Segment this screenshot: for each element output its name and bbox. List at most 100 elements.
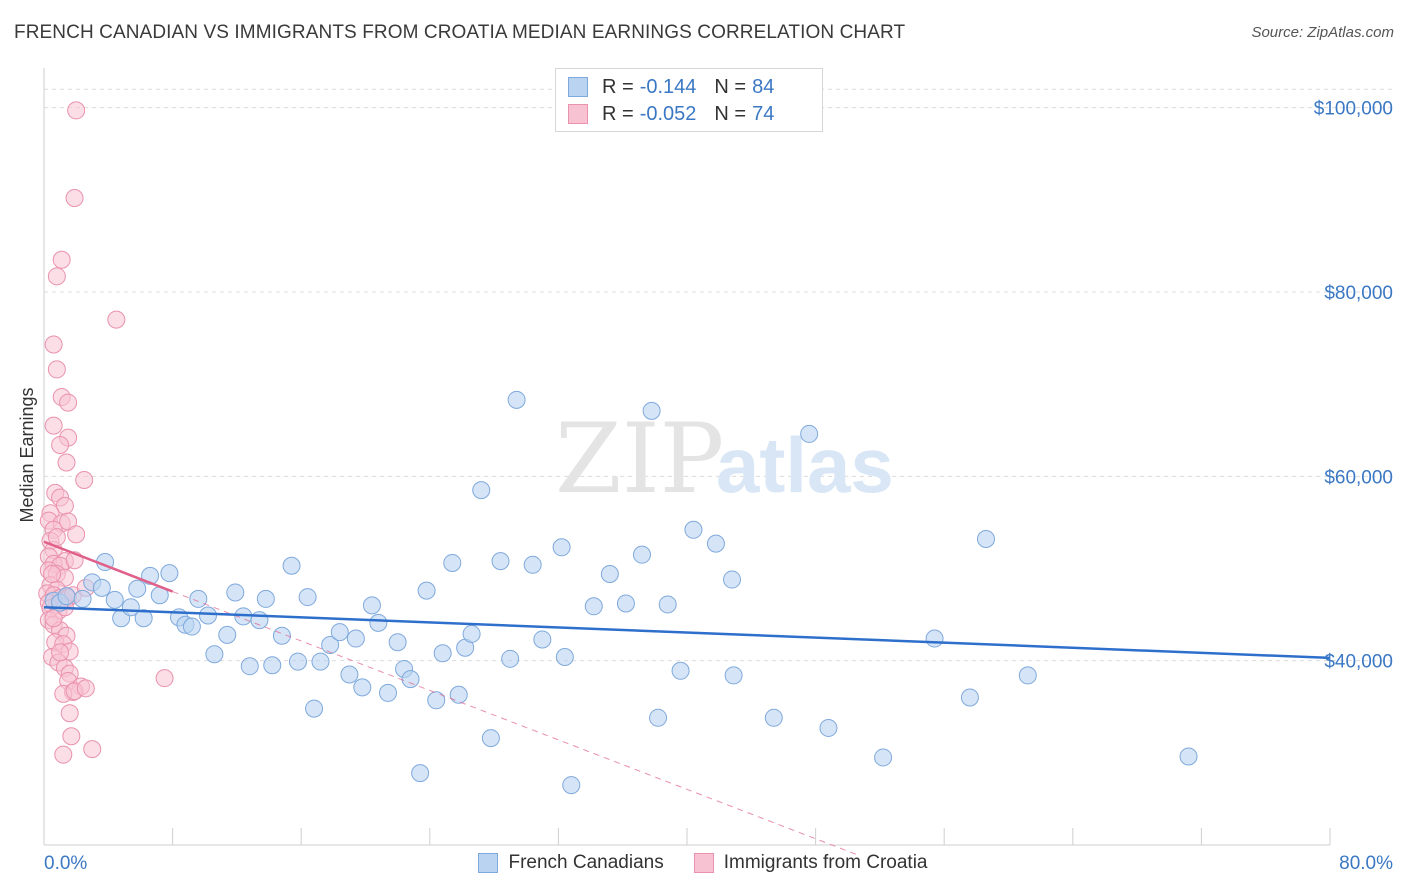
data-point-french-canadian (288, 652, 307, 671)
data-point-french-canadian (976, 530, 995, 548)
data-point-croatia (59, 512, 78, 531)
y-tick-label: $80,000 (1324, 283, 1393, 304)
data-point-french-canadian (616, 594, 635, 613)
data-point-croatia (47, 360, 66, 379)
data-point-french-canadian (263, 656, 282, 675)
data-point-french-canadian (555, 647, 574, 666)
data-point-croatia (67, 525, 86, 544)
source-credit: Source: ZipAtlas.com (1251, 24, 1394, 41)
data-point-french-canadian (1018, 666, 1037, 685)
data-point-french-canadian (658, 595, 677, 614)
data-point-french-canadian (632, 545, 651, 564)
data-point-french-canadian (819, 718, 838, 737)
data-point-french-canadian (960, 688, 979, 707)
data-point-french-canadian (346, 629, 365, 648)
data-point-croatia (62, 727, 81, 746)
data-point-french-canadian (925, 629, 944, 648)
y-tick-labels: $40,000 $60,000 $80,000 $100,000 (1314, 99, 1393, 673)
data-point-french-canadian (552, 538, 571, 557)
data-point-french-canadian (1179, 747, 1198, 766)
legend-r-label: R = (602, 75, 634, 98)
x-tick-label: 0.0% (44, 853, 87, 874)
data-point-french-canadian (57, 587, 76, 606)
data-point-french-canadian (649, 708, 668, 727)
data-point-french-canadian (340, 665, 359, 684)
legend-swatch-blue (478, 853, 499, 873)
immigrants-croatia-points (38, 101, 174, 764)
data-point-french-canadian (321, 635, 340, 654)
data-point-french-canadian (800, 424, 819, 443)
y-tick-label: $60,000 (1324, 467, 1393, 488)
legend-r-value: -0.052 (639, 102, 697, 125)
legend-n-value: 74 (752, 102, 775, 125)
grid-lines (44, 88, 1392, 662)
data-point-croatia (65, 188, 84, 207)
legend-r-value: -0.144 (639, 75, 697, 98)
data-point-french-canadian (533, 630, 552, 649)
data-point-french-canadian (417, 581, 436, 600)
data-point-french-canadian (723, 570, 742, 589)
data-point-french-canadian (433, 644, 452, 663)
data-point-french-canadian (128, 579, 147, 598)
legend-r-label: R = (602, 102, 634, 125)
data-point-croatia (43, 565, 62, 584)
data-point-french-canadian (105, 590, 124, 609)
data-point-french-canadian (205, 645, 224, 664)
y-axis-label: Median Earnings (17, 387, 37, 522)
trend-line-croatia-extended (172, 591, 856, 855)
data-point-french-canadian (298, 588, 317, 607)
data-point-french-canadian (491, 552, 510, 571)
data-point-french-canadian (501, 649, 520, 668)
data-point-french-canadian (600, 565, 619, 584)
data-point-french-canadian (305, 699, 324, 718)
data-point-french-canadian (353, 678, 372, 697)
data-point-croatia (75, 471, 94, 490)
data-point-french-canadian (462, 624, 481, 643)
legend-n-label: N = (714, 75, 747, 98)
data-point-croatia (51, 643, 70, 662)
data-point-french-canadian (218, 625, 237, 644)
data-point-french-canadian (584, 597, 603, 616)
data-point-french-canadian (182, 617, 201, 636)
data-point-croatia (54, 745, 73, 764)
data-point-french-canadian (642, 401, 661, 420)
data-point-french-canadian (443, 553, 462, 572)
data-point-french-canadian (507, 390, 526, 409)
data-point-croatia (44, 609, 63, 628)
y-tick-label: $40,000 (1324, 652, 1393, 673)
trend-lines (43, 540, 1331, 855)
data-point-french-canadian (226, 583, 245, 602)
data-point-croatia (59, 393, 78, 412)
legend-n-value: 84 (752, 75, 775, 98)
legend-row-immigrants-croatia: R = -0.052 N = 74 (568, 101, 774, 127)
data-point-french-canadian (282, 556, 301, 575)
series-legend: French Canadians Immigrants from Croatia (0, 852, 1406, 874)
data-point-french-canadian (330, 623, 349, 642)
data-point-croatia (44, 335, 63, 354)
data-point-croatia (60, 704, 79, 723)
data-point-french-canadian (369, 613, 388, 632)
data-point-french-canadian (481, 729, 500, 748)
data-point-french-canadian (73, 589, 92, 608)
data-point-french-canadian (379, 683, 398, 702)
data-point-french-canadian (874, 748, 893, 767)
data-point-french-canadian (250, 611, 269, 630)
legend-swatch-pink (693, 853, 714, 873)
data-point-french-canadian (523, 555, 542, 574)
data-point-french-canadian (311, 652, 330, 671)
data-point-french-canadian (449, 685, 468, 704)
data-point-croatia (155, 669, 174, 688)
legend-item-immigrants-croatia: Immigrants from Croatia (693, 852, 928, 874)
data-point-french-canadian (388, 633, 407, 652)
data-point-french-canadian (134, 609, 153, 628)
data-point-croatia (44, 416, 63, 435)
data-point-french-canadian (189, 589, 208, 608)
data-point-french-canadian (472, 481, 491, 500)
data-point-french-canadian (684, 520, 703, 539)
data-point-croatia (47, 267, 66, 286)
data-point-french-canadian (198, 606, 217, 625)
axes (43, 68, 1331, 846)
data-point-french-canadian (160, 564, 179, 583)
data-point-croatia (57, 453, 76, 472)
trend-line-french-canadians (43, 605, 1331, 660)
